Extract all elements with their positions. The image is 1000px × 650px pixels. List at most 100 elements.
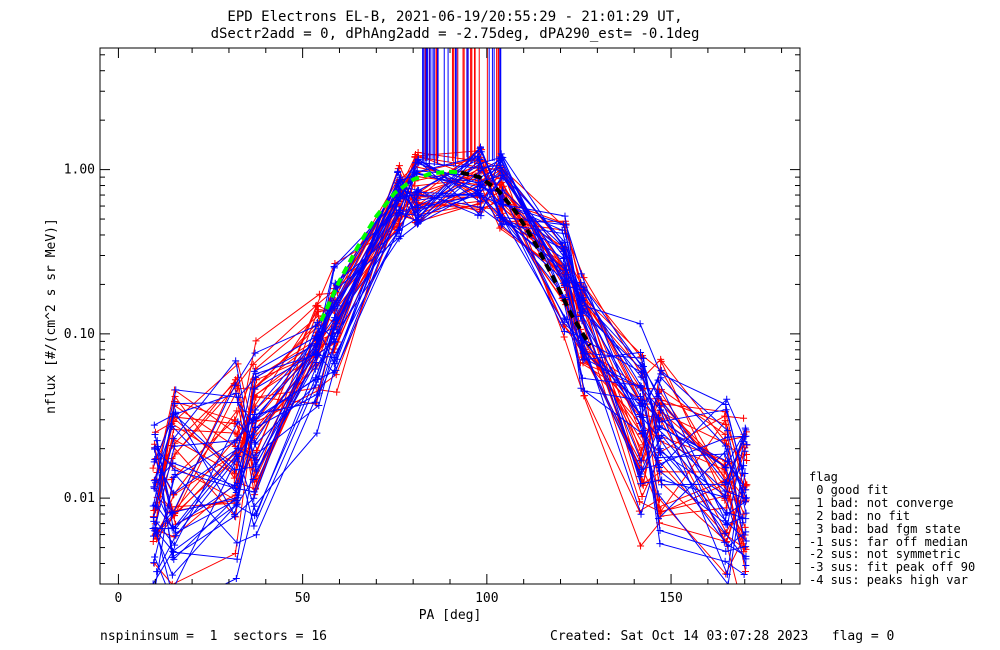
data-point-marker xyxy=(232,357,240,365)
data-point-marker xyxy=(654,446,662,454)
data-point-marker xyxy=(742,537,750,545)
data-point-marker xyxy=(496,224,504,232)
data-point-marker xyxy=(742,426,750,434)
data-point-marker xyxy=(742,562,750,570)
data-point-marker xyxy=(234,480,242,488)
data-point-marker xyxy=(741,567,749,575)
data-point-marker xyxy=(412,169,420,177)
data-point-marker xyxy=(562,221,570,229)
data-point-marker xyxy=(168,588,175,595)
data-point-marker xyxy=(739,604,746,611)
data-point-marker xyxy=(312,381,320,389)
data-point-marker xyxy=(251,406,259,414)
trace-line xyxy=(154,150,747,499)
data-point-marker xyxy=(152,479,160,487)
data-point-marker xyxy=(252,415,260,423)
data-point-marker xyxy=(313,350,321,358)
fit-curve xyxy=(319,169,462,322)
data-point-marker xyxy=(654,490,662,498)
data-point-marker xyxy=(411,182,419,190)
data-point-marker xyxy=(639,354,647,362)
data-point-marker xyxy=(251,512,259,520)
data-point-marker xyxy=(657,406,665,414)
data-point-marker xyxy=(577,270,585,278)
data-point-marker xyxy=(333,284,341,292)
spin-trace xyxy=(153,170,750,563)
data-point-marker xyxy=(637,480,645,488)
data-point-marker xyxy=(656,540,664,548)
footer-left-info: nspininsum = 1 sectors = 16 xyxy=(100,629,327,644)
data-point-marker xyxy=(251,402,259,410)
data-point-marker xyxy=(474,164,482,172)
x-tick-label: 150 xyxy=(659,591,682,606)
trace-line xyxy=(153,170,747,542)
data-point-marker xyxy=(153,568,161,576)
data-point-marker xyxy=(170,442,178,450)
legend-item: -3 sus: fit peak off 90 xyxy=(809,560,976,575)
data-point-marker xyxy=(315,389,323,397)
data-point-marker xyxy=(414,213,422,221)
data-point-marker xyxy=(722,406,730,414)
data-point-marker xyxy=(723,570,731,578)
data-point-marker xyxy=(172,532,180,540)
data-point-marker xyxy=(474,152,482,160)
data-point-marker xyxy=(656,422,664,430)
data-point-marker xyxy=(234,393,242,401)
data-point-marker xyxy=(655,510,663,518)
data-point-marker xyxy=(311,365,319,373)
data-point-marker xyxy=(249,418,257,426)
data-point-marker xyxy=(331,304,339,312)
data-point-marker xyxy=(637,348,645,356)
trace-line xyxy=(153,191,746,516)
trace-line xyxy=(153,156,743,518)
legend-item: 2 bad: no fit xyxy=(809,508,911,523)
data-point-marker xyxy=(638,492,646,500)
data-point-marker xyxy=(150,483,158,491)
data-layer xyxy=(149,48,751,612)
trace-line xyxy=(155,194,748,487)
data-point-marker xyxy=(723,521,731,529)
data-point-marker xyxy=(497,214,505,222)
data-point-marker xyxy=(151,501,159,509)
data-point-marker xyxy=(559,279,567,287)
data-point-marker xyxy=(150,458,158,466)
data-point-marker xyxy=(249,360,257,368)
data-point-marker xyxy=(721,491,729,499)
data-point-marker xyxy=(168,571,176,579)
data-point-marker xyxy=(411,191,419,199)
y-tick-label: 0.01 xyxy=(64,491,95,506)
data-point-marker xyxy=(234,398,242,406)
data-point-marker xyxy=(251,451,259,459)
data-point-marker xyxy=(168,553,176,561)
data-point-marker xyxy=(723,480,731,488)
data-point-marker xyxy=(252,531,260,539)
data-point-marker xyxy=(497,200,505,208)
spin-trace xyxy=(152,162,751,528)
spin-trace xyxy=(151,153,750,612)
data-point-marker xyxy=(476,144,484,152)
data-point-marker xyxy=(658,476,666,484)
data-point-marker xyxy=(636,320,644,328)
data-point-marker xyxy=(498,221,506,229)
data-point-marker xyxy=(496,181,504,189)
data-point-marker xyxy=(151,524,159,532)
data-point-marker xyxy=(498,171,506,179)
trace-line xyxy=(153,158,744,529)
data-point-marker xyxy=(150,421,158,429)
data-point-marker xyxy=(743,494,751,502)
data-point-marker xyxy=(637,542,645,550)
data-point-marker xyxy=(153,528,161,536)
data-point-marker xyxy=(169,459,177,467)
data-point-marker xyxy=(721,529,729,537)
data-point-marker xyxy=(149,464,157,472)
data-point-marker xyxy=(171,400,179,408)
data-point-marker xyxy=(333,355,341,363)
data-point-marker xyxy=(170,489,178,497)
data-point-marker xyxy=(233,539,241,547)
data-point-marker xyxy=(330,360,338,368)
data-point-marker xyxy=(723,509,731,517)
data-point-marker xyxy=(170,435,178,443)
data-point-marker xyxy=(415,186,423,194)
data-point-marker xyxy=(172,605,179,612)
